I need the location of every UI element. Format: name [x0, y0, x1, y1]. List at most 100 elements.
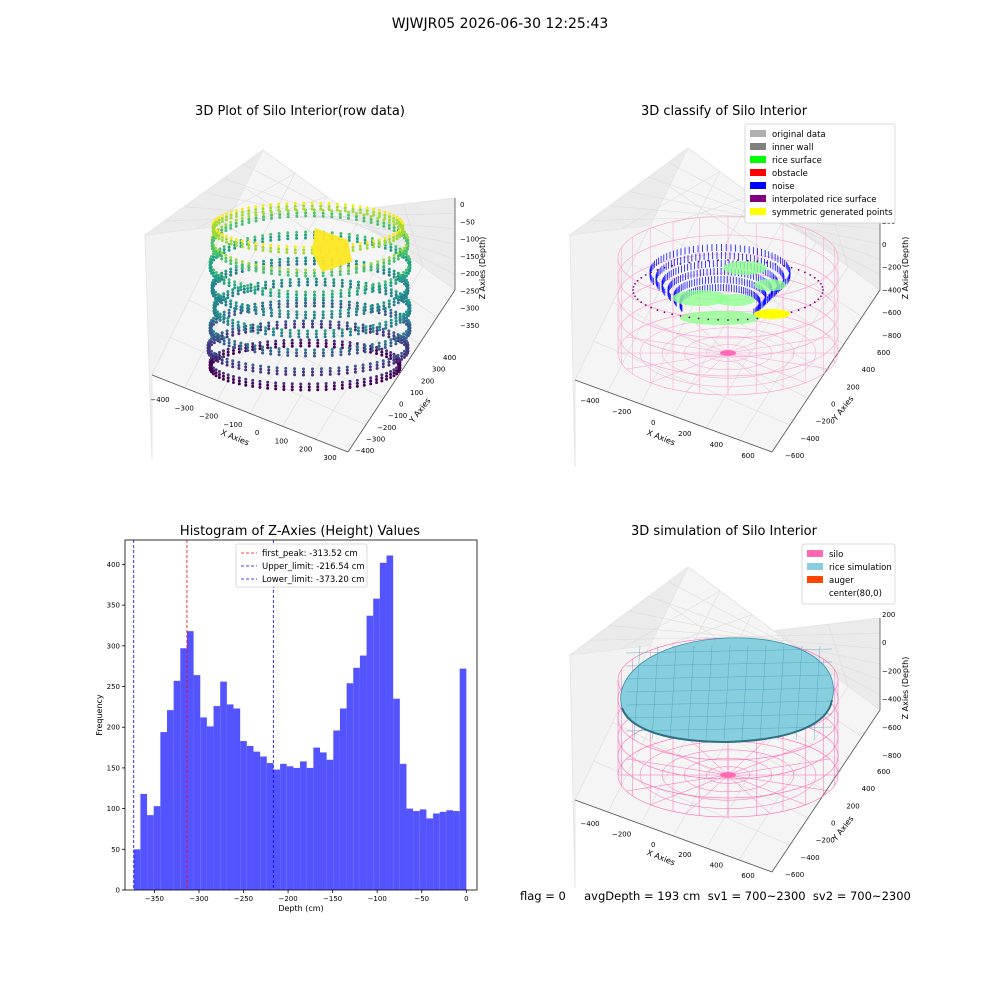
- data-point: [304, 298, 308, 302]
- data-point: [316, 338, 320, 342]
- data-point: [312, 290, 316, 294]
- data-point: [349, 285, 353, 289]
- data-point: [237, 363, 241, 367]
- data-point: [210, 325, 214, 329]
- histogram-bar: [193, 675, 201, 890]
- data-point: [388, 237, 392, 241]
- data-point: [387, 329, 391, 333]
- data-point: [262, 259, 266, 263]
- interpolated-point: [809, 304, 812, 306]
- data-point: [258, 385, 262, 389]
- data-point: [239, 344, 243, 348]
- data-point: [319, 207, 323, 211]
- data-point: [387, 226, 391, 230]
- data-point: [338, 270, 342, 274]
- data-point: [214, 296, 218, 300]
- data-point: [246, 286, 250, 290]
- data-point: [383, 242, 387, 246]
- data-point: [304, 256, 308, 260]
- data-point: [323, 332, 327, 336]
- interpolated-point: [632, 285, 635, 288]
- data-point: [218, 340, 222, 344]
- data-point: [286, 305, 290, 309]
- data-point: [210, 355, 214, 359]
- plot3-histogram: −350 −300 −250 −200 −150 −100 −50 0050100150200…: [95, 539, 478, 913]
- data-point: [343, 203, 347, 207]
- data-point: [378, 243, 382, 247]
- data-point: [266, 343, 270, 347]
- data-point: [277, 247, 281, 251]
- data-point: [261, 348, 265, 352]
- data-point: [375, 346, 379, 350]
- data-point: [251, 363, 255, 367]
- mesh-line: [625, 661, 833, 667]
- data-point: [224, 256, 228, 260]
- data-point: [218, 337, 222, 341]
- data-point: [304, 290, 308, 294]
- data-point: [362, 263, 366, 267]
- data-point: [231, 294, 235, 298]
- data-point: [212, 354, 216, 358]
- data-point: [321, 298, 325, 302]
- y-tick-label: −200: [377, 424, 396, 432]
- data-point: [383, 213, 387, 217]
- data-point: [233, 310, 237, 314]
- data-point: [304, 301, 308, 305]
- data-point: [402, 338, 406, 342]
- data-point: [347, 303, 351, 307]
- data-point: [242, 284, 246, 288]
- data-point: [365, 243, 369, 247]
- data-point: [354, 307, 358, 311]
- data-point: [338, 209, 342, 213]
- data-point: [239, 341, 243, 345]
- data-point: [253, 347, 257, 351]
- data-point: [242, 325, 246, 329]
- interpolated-point: [656, 269, 659, 271]
- data-point: [304, 211, 308, 215]
- legend-swatch: [750, 182, 766, 189]
- data-point: [380, 347, 384, 351]
- data-point: [370, 343, 374, 347]
- legend-label: first_peak: -313.52 cm: [262, 549, 358, 559]
- data-point: [312, 348, 316, 352]
- x-axis-label: X Axies: [646, 428, 677, 447]
- data-point: [277, 205, 281, 209]
- data-point: [355, 304, 359, 308]
- legend-label: rice surface: [772, 156, 822, 166]
- data-point: [261, 292, 265, 296]
- data-point: [347, 311, 351, 315]
- data-point: [396, 356, 400, 360]
- data-point: [253, 238, 257, 242]
- silo-floor-spoke: [650, 352, 729, 383]
- data-point: [321, 290, 325, 294]
- data-point: [233, 345, 237, 349]
- data-point: [231, 380, 235, 384]
- data-point: [302, 367, 306, 371]
- data-point: [218, 279, 222, 283]
- data-point: [324, 381, 328, 385]
- data-point: [347, 269, 351, 273]
- data-point: [316, 385, 320, 389]
- data-point: [222, 281, 226, 285]
- histogram-bar: [339, 708, 347, 890]
- data-point: [304, 296, 308, 300]
- data-point: [214, 279, 218, 283]
- data-point: [262, 307, 266, 311]
- data-point: [286, 302, 290, 306]
- rice-simulation-edge: [621, 699, 833, 744]
- data-point: [286, 267, 290, 271]
- data-point: [220, 355, 224, 359]
- data-point: [278, 309, 282, 313]
- data-point: [269, 232, 273, 236]
- data-point: [261, 345, 265, 349]
- data-point: [392, 368, 396, 372]
- data-point: [246, 346, 250, 350]
- data-point: [368, 362, 372, 366]
- histogram-bar: [326, 759, 334, 890]
- data-point: [304, 293, 308, 297]
- data-point: [387, 270, 391, 274]
- data-point: [381, 330, 385, 334]
- data-point: [234, 221, 238, 225]
- interpolated-point: [821, 285, 824, 288]
- plot4-title: 3D simulation of Silo Interior: [631, 524, 817, 539]
